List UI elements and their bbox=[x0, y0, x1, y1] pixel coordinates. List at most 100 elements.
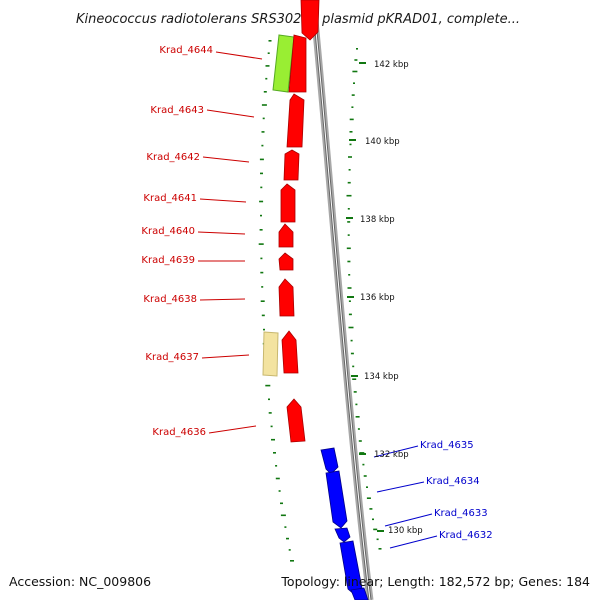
gene-label-Krad_4644[interactable]: Krad_4644 bbox=[159, 45, 213, 56]
gc-tick bbox=[358, 440, 362, 442]
gc-tick bbox=[278, 490, 281, 492]
gc-tick bbox=[355, 416, 360, 418]
gc-tick-track-right bbox=[346, 48, 382, 550]
gene-label-Krad_4637[interactable]: Krad_4637 bbox=[145, 352, 199, 363]
gc-tick bbox=[286, 537, 289, 540]
gc-tick bbox=[267, 52, 270, 54]
gene-arrow-Krad_4642[interactable] bbox=[283, 149, 300, 181]
gc-tick bbox=[351, 106, 354, 108]
gc-tick bbox=[265, 384, 271, 387]
scale-tick bbox=[349, 139, 356, 141]
gc-tick bbox=[261, 286, 264, 288]
scale-label-142: 142 kbp bbox=[374, 60, 409, 70]
blue-leader-lines bbox=[373, 445, 438, 549]
gene-arrow-Krad_4635[interactable] bbox=[320, 447, 339, 475]
gene-label-Krad_4640[interactable]: Krad_4640 bbox=[141, 226, 195, 237]
scale-label-136: 136 kbp bbox=[360, 293, 395, 303]
gene-label-Krad_4642[interactable]: Krad_4642 bbox=[146, 152, 200, 163]
gc-tick bbox=[261, 104, 267, 106]
gc-tick bbox=[357, 428, 360, 430]
gc-tick bbox=[369, 508, 373, 510]
scale-label-130: 130 kbp bbox=[388, 526, 423, 536]
gc-tick bbox=[263, 328, 265, 331]
green-feature-box[interactable] bbox=[272, 34, 295, 93]
gc-tick bbox=[258, 243, 264, 245]
gene-label-Krad_4641[interactable]: Krad_4641 bbox=[143, 193, 197, 204]
gc-tick bbox=[268, 398, 270, 401]
gc-tick bbox=[268, 40, 272, 42]
accession-text: Accession: NC_009806 bbox=[9, 574, 151, 589]
gene-arrow-Krad_4636[interactable] bbox=[286, 398, 306, 443]
gc-tick bbox=[260, 186, 263, 189]
gene-label-Krad_4636[interactable]: Krad_4636 bbox=[152, 427, 206, 438]
gene-arrow-Krad_4637[interactable] bbox=[281, 330, 299, 374]
scale-tick bbox=[359, 453, 366, 455]
gc-tick bbox=[260, 172, 263, 175]
gene-label-Krad_4638[interactable]: Krad_4638 bbox=[143, 294, 197, 305]
leader-line bbox=[201, 354, 250, 359]
gc-tick bbox=[260, 214, 262, 217]
gc-tick bbox=[262, 117, 265, 120]
gene-label-Krad_4643[interactable]: Krad_4643 bbox=[150, 105, 204, 116]
gene-arrow-Krad_4640[interactable] bbox=[278, 223, 294, 248]
gc-tick bbox=[280, 514, 286, 517]
gc-tick bbox=[363, 475, 367, 477]
scale-tick bbox=[359, 62, 366, 64]
gene-label-Krad_4634[interactable]: Krad_4634 bbox=[426, 476, 480, 487]
gc-tick bbox=[259, 229, 263, 231]
gene-arrow-top[interactable] bbox=[300, 0, 320, 41]
gc-tick bbox=[290, 560, 294, 562]
gc-tick bbox=[275, 465, 278, 467]
gc-tick bbox=[270, 425, 273, 428]
gc-tick bbox=[265, 77, 268, 80]
gene-arrow-Krad_4643[interactable] bbox=[286, 93, 305, 148]
gene-arrow-Krad_4641[interactable] bbox=[280, 183, 296, 223]
gc-tick bbox=[348, 274, 351, 276]
leader-line bbox=[197, 231, 246, 235]
gc-tick bbox=[271, 438, 275, 441]
leader-line bbox=[199, 198, 247, 203]
leader-line bbox=[389, 535, 438, 549]
gc-tick bbox=[288, 549, 291, 551]
gc-tick bbox=[351, 94, 355, 96]
gc-tick bbox=[347, 221, 351, 223]
gene-arrow-Krad_4639[interactable] bbox=[278, 252, 294, 271]
scale-tick bbox=[351, 375, 358, 377]
gc-tick bbox=[265, 65, 270, 67]
gc-tick bbox=[350, 339, 353, 342]
scale-label-138: 138 kbp bbox=[360, 215, 395, 225]
reverse-genes bbox=[320, 447, 369, 600]
gc-tick bbox=[347, 260, 351, 263]
gene-arrow-Krad_4633[interactable] bbox=[334, 527, 351, 543]
gene-arrow-Krad_4638[interactable] bbox=[278, 278, 295, 317]
gc-tick bbox=[348, 169, 351, 171]
gene-label-Krad_4639[interactable]: Krad_4639 bbox=[141, 255, 195, 266]
gene-arrow-Krad_4644[interactable] bbox=[288, 34, 307, 93]
tan-feature-box[interactable] bbox=[262, 331, 279, 377]
scale-tick-marks bbox=[346, 62, 384, 532]
gene-label-Krad_4635[interactable]: Krad_4635 bbox=[420, 440, 474, 451]
gc-tick bbox=[348, 300, 351, 302]
gc-tick bbox=[355, 403, 358, 406]
topology-text: Topology: linear; Length: 182,572 bp; Ge… bbox=[280, 574, 590, 589]
leader-line bbox=[206, 109, 255, 118]
gene-label-Krad_4632[interactable]: Krad_4632 bbox=[439, 530, 493, 541]
gc-tick bbox=[260, 300, 265, 302]
gc-tick bbox=[362, 463, 365, 466]
gc-tick bbox=[352, 365, 355, 368]
gc-tick bbox=[349, 143, 352, 146]
scale-tick bbox=[347, 296, 354, 298]
gc-tick bbox=[378, 548, 382, 550]
forward-genes bbox=[278, 0, 320, 443]
gc-tick bbox=[347, 287, 352, 289]
gc-tick bbox=[353, 82, 355, 84]
gc-tick bbox=[348, 156, 352, 158]
backbone-arc-highlight bbox=[312, 0, 371, 600]
gene-arrow-bottom[interactable] bbox=[350, 587, 369, 600]
gene-label-Krad_4633[interactable]: Krad_4633 bbox=[434, 508, 488, 519]
scale-tick bbox=[377, 530, 384, 532]
gene-arrow-Krad_4634[interactable] bbox=[325, 470, 348, 529]
gc-tick bbox=[259, 200, 264, 203]
leader-line bbox=[199, 298, 246, 301]
